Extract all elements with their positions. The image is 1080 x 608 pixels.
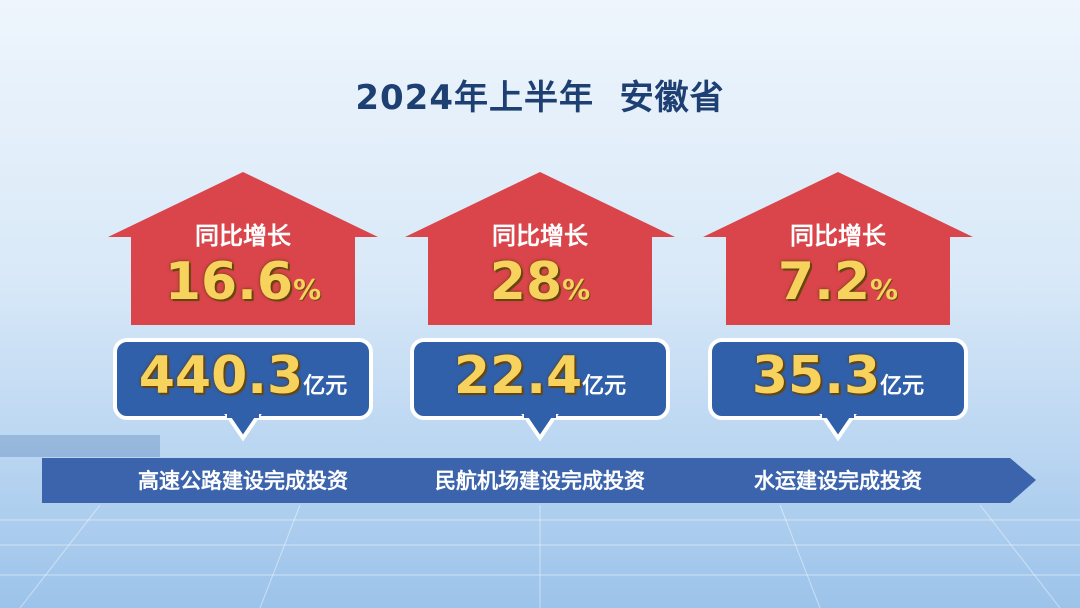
caption: 水运建设完成投资 bbox=[754, 469, 922, 493]
caption: 高速公路建设完成投资 bbox=[138, 469, 348, 493]
growth: 28% bbox=[400, 252, 680, 312]
growth-value: 7.2 bbox=[777, 252, 871, 312]
growth-value: 16.6 bbox=[164, 252, 294, 312]
column-shapes bbox=[405, 172, 675, 442]
box-tail bbox=[224, 414, 262, 442]
growth-value: 28 bbox=[489, 252, 563, 312]
amount-value: 22.4 bbox=[453, 346, 583, 406]
box-tail bbox=[819, 414, 857, 442]
column: 同比增长 7.2% 35.3亿元 bbox=[698, 172, 978, 442]
amount-unit: 亿元 bbox=[880, 374, 925, 399]
growth-unit: % bbox=[293, 273, 322, 306]
growth-arrow bbox=[405, 172, 675, 325]
growth-arrow bbox=[703, 172, 973, 325]
caption: 民航机场建设完成投资 bbox=[435, 469, 645, 493]
tail-join bbox=[822, 410, 854, 418]
caption-banner bbox=[42, 458, 1036, 503]
growth-label: 同比增长 bbox=[492, 222, 588, 250]
growth-label: 同比增长 bbox=[195, 222, 291, 250]
column: 同比增长 28% 22.4亿元 bbox=[400, 172, 680, 442]
growth: 7.2% bbox=[698, 252, 978, 312]
amount: 35.3亿元 bbox=[698, 346, 978, 406]
growth-arrow bbox=[108, 172, 378, 325]
growth-label: 同比增长 bbox=[790, 222, 886, 250]
amount-value: 440.3 bbox=[138, 346, 304, 406]
tail-join bbox=[524, 410, 556, 418]
amount: 22.4亿元 bbox=[400, 346, 680, 406]
title: 2024年上半年 安徽省 bbox=[355, 78, 725, 118]
growth-unit: % bbox=[870, 273, 899, 306]
amount-unit: 亿元 bbox=[303, 374, 348, 399]
amount-value: 35.3 bbox=[751, 346, 881, 406]
column-shapes bbox=[703, 172, 973, 442]
growth: 16.6% bbox=[103, 252, 383, 312]
column: 同比增长 16.6% 440.3亿元 bbox=[103, 172, 383, 442]
box-tail bbox=[521, 414, 559, 442]
amount-unit: 亿元 bbox=[582, 374, 627, 399]
amount: 440.3亿元 bbox=[103, 346, 383, 406]
column-shapes bbox=[108, 172, 378, 442]
tail-join bbox=[227, 410, 259, 418]
growth-unit: % bbox=[562, 273, 591, 306]
